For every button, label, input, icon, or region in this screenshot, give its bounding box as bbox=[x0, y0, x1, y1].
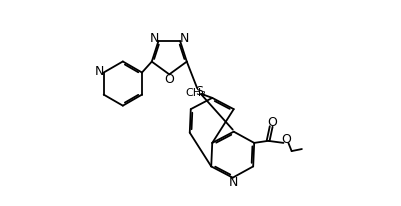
Text: N: N bbox=[229, 176, 238, 189]
Text: N: N bbox=[179, 33, 188, 46]
Text: O: O bbox=[267, 116, 276, 129]
Text: N: N bbox=[149, 33, 159, 46]
Text: S: S bbox=[195, 85, 203, 98]
Text: O: O bbox=[164, 73, 174, 86]
Text: N: N bbox=[94, 65, 103, 78]
Text: O: O bbox=[280, 133, 290, 146]
Text: CH₃: CH₃ bbox=[185, 88, 206, 98]
